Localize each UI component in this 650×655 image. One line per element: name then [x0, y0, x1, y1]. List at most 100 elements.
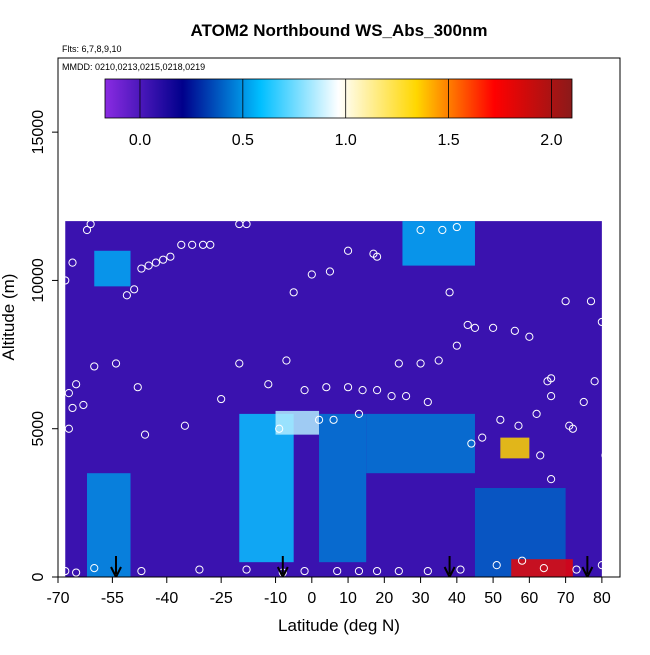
x-tick-label: -10: [264, 590, 287, 607]
sample-point: [217, 394, 226, 404]
sample-point: [130, 285, 139, 294]
sample-point: [354, 566, 364, 576]
y-tick-label: 10000: [30, 258, 47, 303]
x-axis-label: Latitude (deg N): [278, 616, 400, 635]
sample-point: [64, 424, 73, 433]
colorbar-tick-label: 1.0: [335, 132, 357, 149]
sample-point: [525, 332, 534, 341]
sample-point: [343, 383, 353, 392]
x-tick-label: 20: [375, 590, 393, 607]
heatmap-cell: [319, 413, 367, 563]
sample-point: [547, 475, 556, 484]
y-tick-label: 0: [30, 572, 47, 581]
sample-point: [579, 397, 588, 407]
x-tick-label: 60: [520, 590, 538, 607]
sample-point: [478, 433, 487, 442]
sample-point: [416, 359, 425, 368]
y-tick-label: 15000: [30, 110, 47, 155]
sample-point: [300, 386, 309, 395]
sample-point: [372, 252, 382, 261]
heatmap-cell: [366, 413, 475, 474]
sample-point: [180, 421, 190, 430]
sample-point: [166, 252, 175, 261]
heatmap-cell: [402, 221, 475, 266]
x-tick-label: -25: [210, 590, 233, 607]
sample-point: [242, 219, 251, 229]
arrows-layer: [110, 556, 594, 577]
sample-point: [72, 568, 81, 577]
sample-point: [86, 219, 95, 229]
x-axis: -70 -55 -40 -25 -10 0 10 20 30 40 50 60 70 80: [46, 577, 611, 607]
flights-note: Flts: 6,7,8,9,10: [62, 44, 122, 54]
x-tick-label: -55: [101, 590, 124, 607]
colorbar-tick-label: 2.0: [540, 132, 562, 149]
sample-point: [144, 261, 153, 270]
colorbar-tick-label: 0.5: [232, 132, 254, 149]
sample-point: [275, 424, 284, 433]
x-tick-label: 50: [484, 590, 502, 607]
sample-point: [137, 566, 146, 576]
plot-area: [58, 58, 620, 577]
sample-point: [206, 240, 215, 249]
sample-point: [536, 451, 545, 460]
sample-point: [358, 386, 367, 395]
sample-point: [282, 356, 291, 365]
sample-point: [111, 359, 121, 368]
sample-point: [90, 564, 99, 573]
sample-point: [423, 397, 432, 407]
sample-point: [329, 415, 338, 424]
sample-point: [597, 561, 606, 570]
sample-point: [72, 380, 81, 389]
sample-points-layer: [61, 219, 610, 577]
sample-point: [82, 225, 92, 235]
plot-frame: [57, 57, 621, 578]
arrow-head: [276, 566, 289, 577]
sample-point: [264, 380, 273, 389]
sample-point: [235, 359, 244, 368]
sample-point: [151, 258, 160, 267]
sample-point: [416, 225, 425, 235]
sample-point: [133, 383, 142, 392]
heatmap-cell: [87, 473, 131, 577]
y-axis-label: Altitude (m): [0, 274, 18, 361]
x-tick-label: -40: [155, 590, 178, 607]
sample-point: [177, 240, 186, 249]
x-tick-label: 10: [339, 590, 357, 607]
sample-point: [242, 565, 251, 574]
sample-point: [518, 556, 527, 565]
sample-point: [61, 276, 70, 285]
sample-point: [492, 561, 501, 570]
sample-point: [445, 288, 454, 297]
sample-point: [122, 291, 131, 300]
sample-point: [568, 424, 577, 433]
heatmap-cell: [94, 250, 131, 287]
heatmap-cell: [500, 437, 530, 459]
colorbar: 0.0 0.5 1.0 1.5 2.0: [104, 78, 573, 149]
arrow-head: [581, 566, 594, 577]
sample-point: [188, 240, 197, 249]
sample-point: [456, 565, 465, 574]
arrow-head: [443, 566, 456, 577]
sample-point: [514, 421, 523, 430]
sample-point: [68, 403, 77, 413]
sample-point: [510, 326, 519, 335]
sample-point: [547, 374, 556, 383]
sample-point: [590, 377, 599, 386]
sample-point: [423, 566, 432, 576]
sample-point: [140, 430, 150, 439]
sample-point: [488, 323, 498, 332]
sample-point: [64, 389, 73, 398]
sample-point: [463, 320, 472, 330]
heatmap-layer: [65, 221, 602, 577]
sample-point: [372, 386, 382, 395]
sample-point: [438, 225, 447, 235]
dates-note: MMDD: 0210,0213,0215,0218,0219: [62, 62, 205, 72]
sample-point: [467, 439, 476, 448]
sample-point: [314, 415, 324, 424]
sample-point: [289, 288, 298, 297]
sample-point: [572, 565, 581, 574]
sample-point: [434, 356, 443, 365]
sample-point: [325, 267, 335, 276]
sample-point: [387, 391, 396, 401]
